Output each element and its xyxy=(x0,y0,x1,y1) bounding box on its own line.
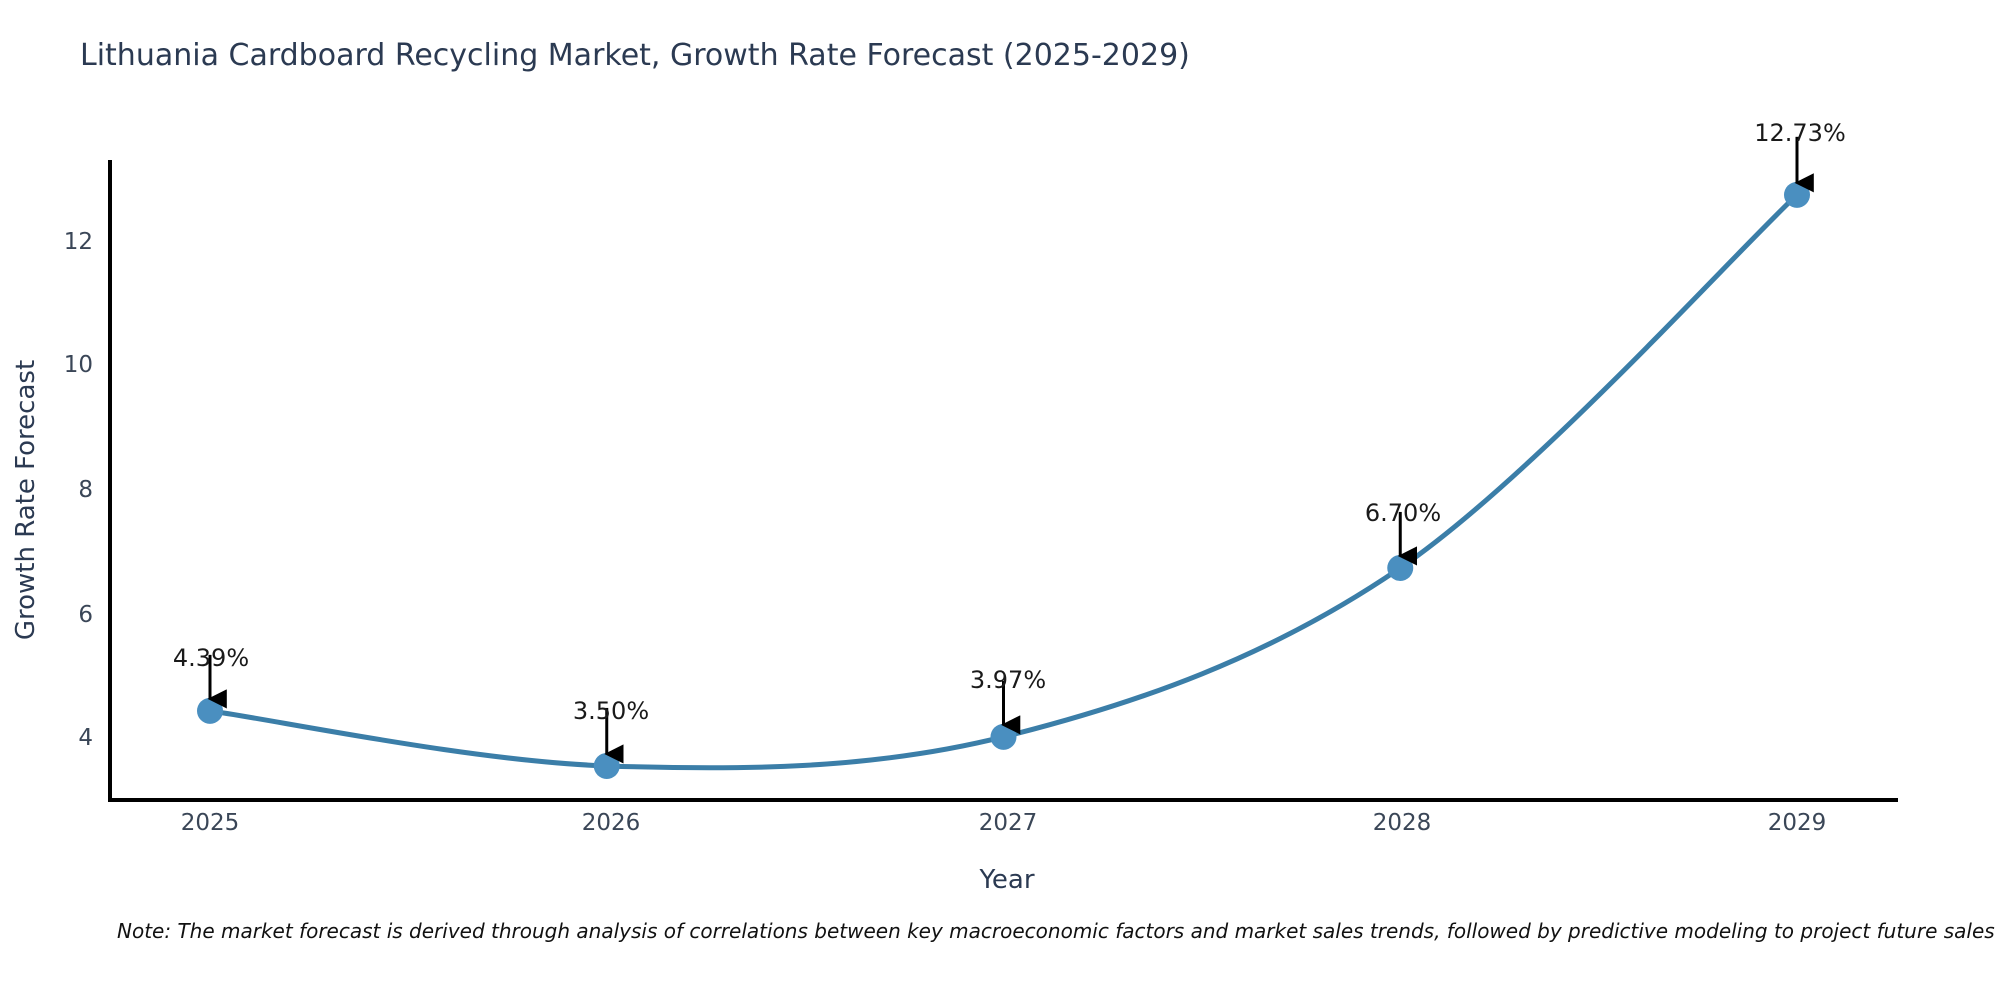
data-point-2025 xyxy=(197,697,223,724)
annotation-labels: 4.39% 3.50% 3.97% 6.70% 12.73% xyxy=(173,119,1846,725)
x-axis-ticks: 2025 2026 2027 2028 2029 xyxy=(181,810,1827,836)
annotation-arrows xyxy=(207,136,1814,764)
data-point-2029 xyxy=(1784,181,1810,208)
x-tick-label: 2029 xyxy=(1768,810,1827,836)
x-tick-label: 2026 xyxy=(582,810,641,836)
footnote: Note: The market forecast is derived thr… xyxy=(117,919,1995,943)
y-tick-label: 6 xyxy=(78,602,93,628)
y-tick-label: 4 xyxy=(78,725,93,751)
y-axis-title: Growth Rate Forecast xyxy=(11,360,41,640)
chart-title: Lithuania Cardboard Recycling Market, Gr… xyxy=(80,38,1190,73)
y-axis-ticks: 12 10 8 6 4 xyxy=(64,229,93,751)
point-label: 3.50% xyxy=(573,697,649,725)
x-tick-label: 2028 xyxy=(1373,810,1432,836)
y-tick-label: 8 xyxy=(78,477,93,503)
y-tick-label: 12 xyxy=(64,229,93,255)
data-point-2027 xyxy=(990,723,1017,750)
x-tick-label: 2027 xyxy=(979,810,1038,836)
x-axis-title: Year xyxy=(978,865,1034,895)
point-label: 4.39% xyxy=(173,644,249,672)
y-tick-label: 10 xyxy=(64,352,93,378)
point-label: 6.70% xyxy=(1365,499,1441,527)
data-point-2026 xyxy=(593,752,620,779)
x-tick-label: 2025 xyxy=(181,810,240,836)
data-point-2028 xyxy=(1387,554,1414,581)
point-label: 12.73% xyxy=(1754,119,1846,147)
point-label: 3.97% xyxy=(970,666,1046,694)
